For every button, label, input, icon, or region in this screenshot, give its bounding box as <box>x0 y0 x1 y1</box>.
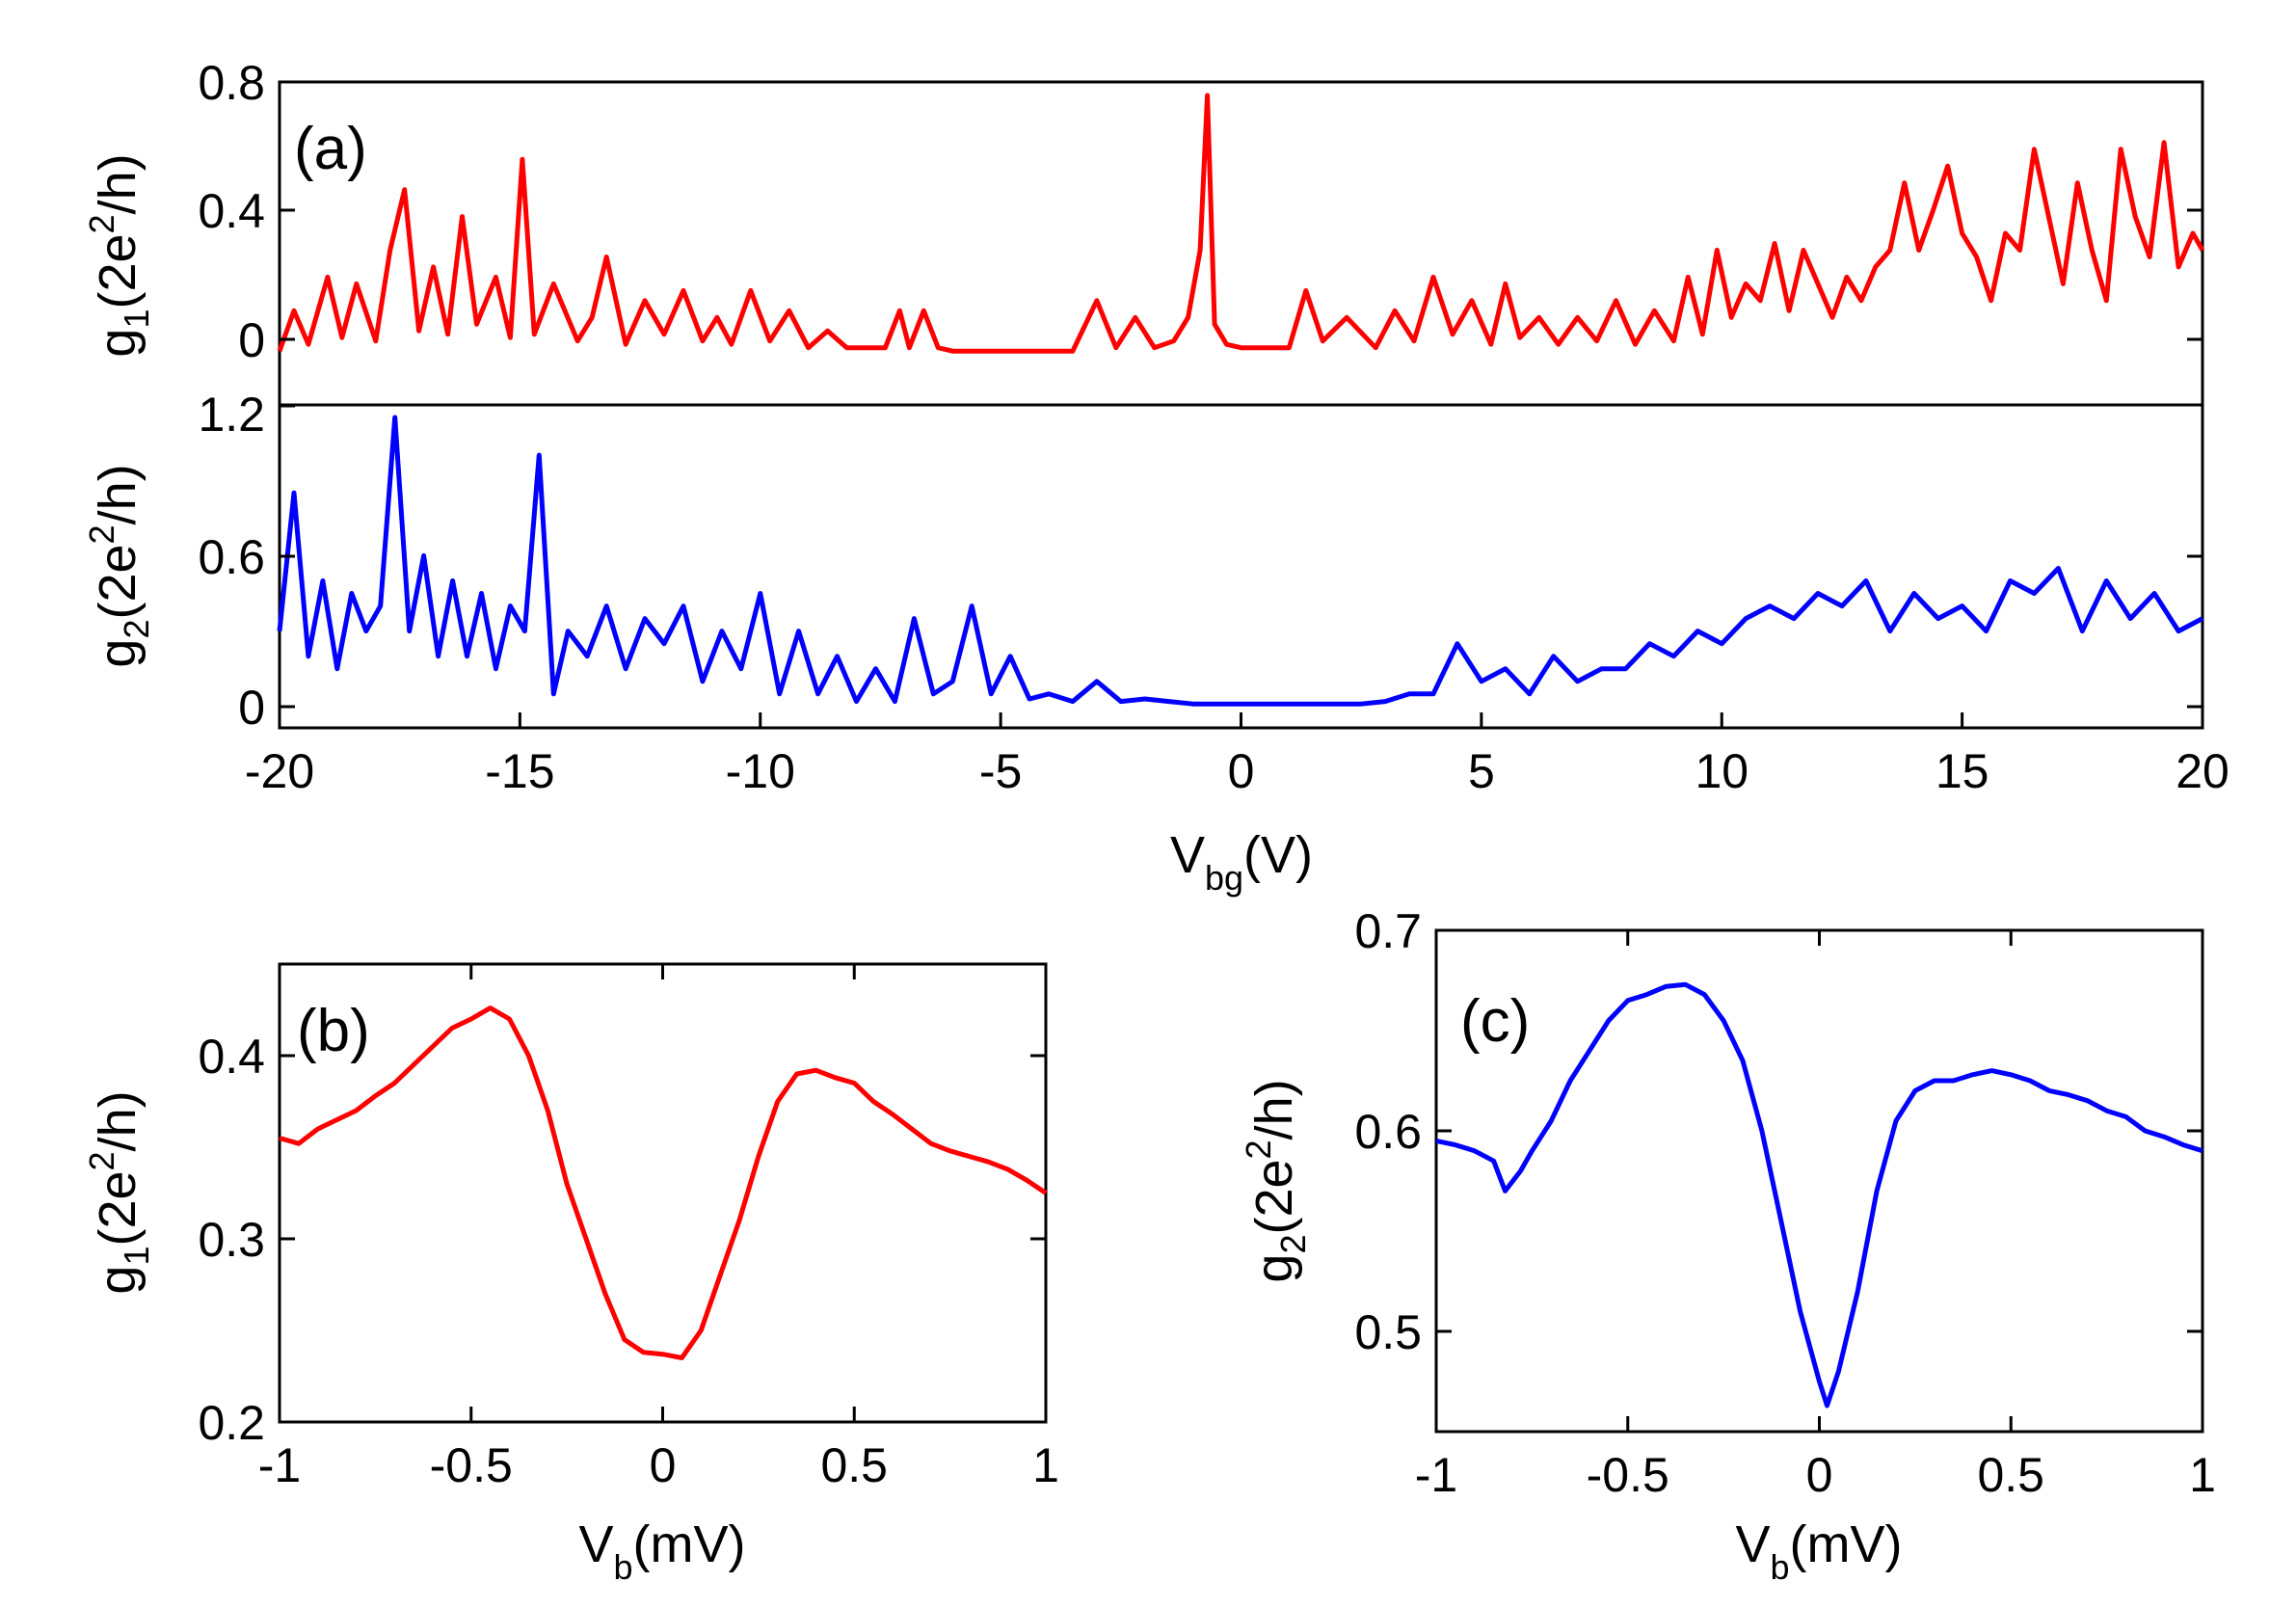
b-xtick-label-2: 0 <box>650 1438 677 1492</box>
panel-a-g1-frame <box>278 80 2204 407</box>
panel-a-xticks: -20 -15 -10 -5 0 5 10 15 20 <box>245 712 2229 798</box>
a-xlabel-main: V <box>1170 826 1205 884</box>
panel-c-xticks: -1 -0.5 0 0.5 1 <box>1415 930 2216 1502</box>
b-series-line <box>279 1006 1048 1360</box>
a1-ylabel-b: /h) <box>89 153 147 214</box>
a1-ytick-label-0: 0 <box>238 313 265 367</box>
a1-ylabel-idx: 1 <box>117 309 156 329</box>
c-xtick-label-3: 0.5 <box>1977 1448 2044 1502</box>
c-xtick-label-2: 0 <box>1806 1448 1833 1502</box>
b-ylabel-a: (2e <box>89 1170 147 1246</box>
panel-a-g2-frame <box>278 403 2204 730</box>
a2-ylabel-idx: 2 <box>117 620 156 639</box>
b-ylabel: g1(2e2/h) <box>82 1090 156 1294</box>
a-xlabel-rest: (V) <box>1243 826 1313 884</box>
a2-ytick-label-1: 0.6 <box>198 530 265 584</box>
panel-b-xticks: -1 -0.5 0 0.5 1 <box>258 964 1059 1492</box>
a2-ylabel-a: (2e <box>89 544 147 619</box>
a1-ylabel: g1(2e2/h) <box>82 153 156 357</box>
panel-a-g2-series <box>277 415 2204 707</box>
b-ylabel-b: /h) <box>89 1090 147 1151</box>
a2-series-line <box>277 415 2204 707</box>
b-ytick-label-2: 0.4 <box>198 1030 265 1084</box>
panel-b-label: (b) <box>297 998 370 1064</box>
c-xtick-label-1: -0.5 <box>1587 1448 1669 1502</box>
a2-ylabel-b: /h) <box>89 464 147 524</box>
b-ylabel-idx: 1 <box>117 1247 156 1266</box>
c-xlabel: Vb(mV) <box>1735 1515 1902 1587</box>
a2-ytick-label-0: 0 <box>238 681 265 735</box>
b-xtick-label-4: 1 <box>1032 1438 1059 1492</box>
b-ytick-label-0: 0.2 <box>198 1396 265 1450</box>
c-ylabel-g: g <box>1245 1254 1303 1283</box>
b-xlabel-rest: (mV) <box>633 1515 746 1573</box>
b-xlabel: Vb(mV) <box>578 1515 745 1587</box>
panel-c-series <box>1435 981 2203 1408</box>
c-xtick-label-0: -1 <box>1415 1448 1457 1502</box>
b-xtick-label-1: -0.5 <box>430 1438 513 1492</box>
panel-a-g2-axes: 0 0.6 1.2 g2(2e2/h) -20 -15 -10 -5 0 5 10 15 20 … <box>82 388 2229 898</box>
a1-series-line <box>277 93 2205 354</box>
c-xlabel-rest: (mV) <box>1790 1515 1903 1573</box>
a-xtick-label-1: -15 <box>485 744 554 798</box>
b-ylabel-sup: 2 <box>82 1151 121 1170</box>
a2-ylabel-g: g <box>89 639 147 668</box>
c-xlabel-main: V <box>1735 1515 1770 1573</box>
a-xtick-label-5: 5 <box>1468 744 1495 798</box>
panel-b-series <box>279 1006 1048 1360</box>
c-xlabel-sub: b <box>1771 1547 1790 1587</box>
c-ytick-label-0: 0.5 <box>1354 1305 1422 1359</box>
c-ylabel-a: (2e <box>1245 1159 1303 1234</box>
a-xtick-label-8: 20 <box>2176 744 2229 798</box>
a-xtick-label-0: -20 <box>245 744 314 798</box>
c-ylabel-idx: 2 <box>1273 1235 1313 1254</box>
panel-c-axes: (c) 0.5 0.6 0.7 -1 -0.5 0 0.5 1 g2(2e2/h) Vb… <box>1239 904 2216 1587</box>
a-xtick-label-7: 15 <box>1936 744 1989 798</box>
a1-ytick-label-1: 0.4 <box>198 184 265 238</box>
panel-c-label: (c) <box>1460 988 1530 1055</box>
a1-ytick-label-2: 0.8 <box>198 56 265 110</box>
a-xlabel: Vbg(V) <box>1170 826 1313 898</box>
panel-a-g1-axes: (a) 0 0.4 0.8 g1(2e2/h) <box>82 56 2205 407</box>
a-xtick-label-4: 0 <box>1228 744 1255 798</box>
b-xlabel-sub: b <box>614 1547 633 1587</box>
a1-ylabel-g: g <box>89 329 147 358</box>
b-xtick-label-3: 0.5 <box>820 1438 888 1492</box>
c-xtick-label-4: 1 <box>2189 1448 2216 1502</box>
a-xtick-label-6: 10 <box>1695 744 1749 798</box>
b-xlabel-main: V <box>578 1515 613 1573</box>
a-xtick-label-3: -5 <box>979 744 1022 798</box>
panel-a-label: (a) <box>294 116 367 182</box>
a2-ylabel-sup: 2 <box>82 524 121 544</box>
c-ytick-label-2: 0.7 <box>1354 904 1422 958</box>
c-series-line <box>1435 981 2203 1408</box>
panel-a-g1-series <box>277 93 2205 354</box>
a-xtick-label-2: -10 <box>726 744 795 798</box>
c-ytick-label-1: 0.6 <box>1354 1105 1422 1159</box>
b-xtick-label-0: -1 <box>258 1438 301 1492</box>
a-xlabel-sub: bg <box>1205 858 1243 898</box>
a1-ylabel-sup: 2 <box>82 214 121 233</box>
a1-ylabel-a: (2e <box>89 233 147 308</box>
panel-c-frame <box>1434 928 2204 1434</box>
c-ylabel: g2(2e2/h) <box>1239 1079 1313 1282</box>
c-ylabel-b: /h) <box>1245 1079 1303 1140</box>
a2-ylabel: g2(2e2/h) <box>82 464 156 667</box>
b-ytick-label-1: 0.3 <box>198 1213 265 1267</box>
c-ylabel-sup: 2 <box>1239 1140 1278 1159</box>
a2-ytick-label-2: 1.2 <box>198 388 265 442</box>
panel-b-axes: (b) 0.2 0.3 0.4 -1 -0.5 0 0.5 1 g1(2e2/h) Vb… <box>82 962 1059 1587</box>
b-ylabel-g: g <box>89 1266 147 1295</box>
